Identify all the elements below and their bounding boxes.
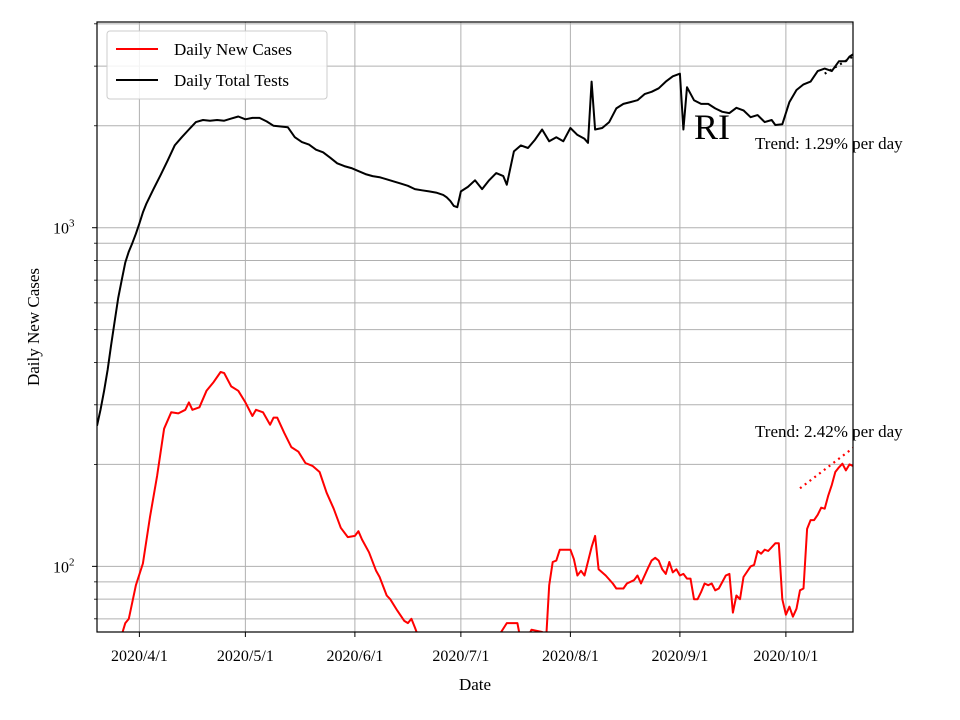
legend-label-daily-new-cases: Daily New Cases: [174, 40, 292, 59]
x-tick-label: 2020/4/1: [111, 648, 168, 665]
x-tick-label: 2020/8/1: [542, 648, 599, 665]
y-tick-label: 102: [53, 556, 75, 576]
x-tick-label: 2020/5/1: [217, 648, 274, 665]
legend-box: [106, 30, 328, 100]
series-line-daily-new-cases: [121, 371, 853, 632]
trend-annotation-cases: Trend: 2.42% per day: [755, 422, 903, 441]
y-tick-label: 103: [53, 218, 75, 238]
y-axis-label: Daily New Cases: [24, 268, 43, 386]
x-tick-label: 2020/7/1: [432, 648, 489, 665]
ticks: 2020/4/1 2020/5/1 2020/6/1 2020/7/1 2020/8/1…: [53, 23, 818, 665]
legend-label-daily-total-tests: Daily Total Tests: [174, 71, 289, 90]
grid: [97, 22, 853, 632]
x-tick-label: 2020/6/1: [326, 648, 383, 665]
x-axis-label: Date: [459, 675, 491, 694]
legend: Daily New Cases Daily Total Tests: [106, 30, 328, 100]
series-layer: [97, 53, 853, 632]
series-line-daily-total-tests: [97, 53, 853, 427]
trend-annotation-tests: Trend: 1.29% per day: [755, 134, 903, 153]
trend-line: [799, 446, 853, 490]
plot-frame: [96, 21, 854, 633]
state-label: RI: [694, 107, 730, 147]
x-tick-label: 2020/9/1: [651, 648, 708, 665]
x-tick-label: 2020/10/1: [753, 648, 818, 665]
